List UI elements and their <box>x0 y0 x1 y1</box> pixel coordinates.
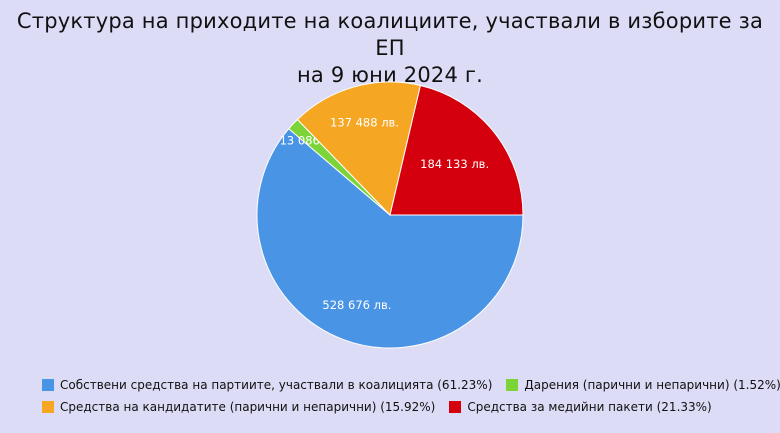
pie-label-candidates: 137 488 лв. <box>330 116 399 130</box>
pie-slice-own-funds[interactable] <box>256 128 524 349</box>
legend-swatch-media <box>449 400 462 413</box>
chart-legend: Собствени средства на партиите, участвал… <box>42 375 780 419</box>
legend-label-candidates: Средства на кандидатите (парични и непар… <box>60 399 436 414</box>
legend-label-donations: Дарения (парични и непарични) (1.52%) <box>524 377 780 392</box>
legend-item-own-funds[interactable]: Собствени средства на партиите, участвал… <box>42 378 492 392</box>
legend-swatch-own-funds <box>42 378 54 391</box>
legend-swatch-donations <box>506 378 519 391</box>
legend-swatch-candidates <box>42 400 54 413</box>
legend-label-own-funds: Собствени средства на партиите, участвал… <box>60 377 493 392</box>
legend-item-donations[interactable]: Дарения (парични и непарични) (1.52%) <box>506 378 780 392</box>
chart-title-line1: Структура на приходите на коалициите, уч… <box>16 9 764 60</box>
legend-label-media: Средства за медийни пакети (21.33%) <box>467 399 712 414</box>
pie-slice-media[interactable] <box>389 84 524 216</box>
pie-slice-candidates[interactable] <box>296 81 422 217</box>
pie-label-media: 184 133 лв. <box>420 157 489 171</box>
legend-row-1: Собствени средства на партиите, участвал… <box>42 375 780 394</box>
legend-row-2: Средства на кандидатите (парични и непар… <box>42 397 762 416</box>
legend-item-candidates[interactable]: Средства на кандидатите (парични и непар… <box>42 400 435 414</box>
chart-title: Структура на приходите на коалициите, уч… <box>0 8 780 89</box>
pie-label-own-funds: 528 676 лв. <box>322 298 391 312</box>
legend-item-media[interactable]: Средства за медийни пакети (21.33%) <box>449 399 712 414</box>
